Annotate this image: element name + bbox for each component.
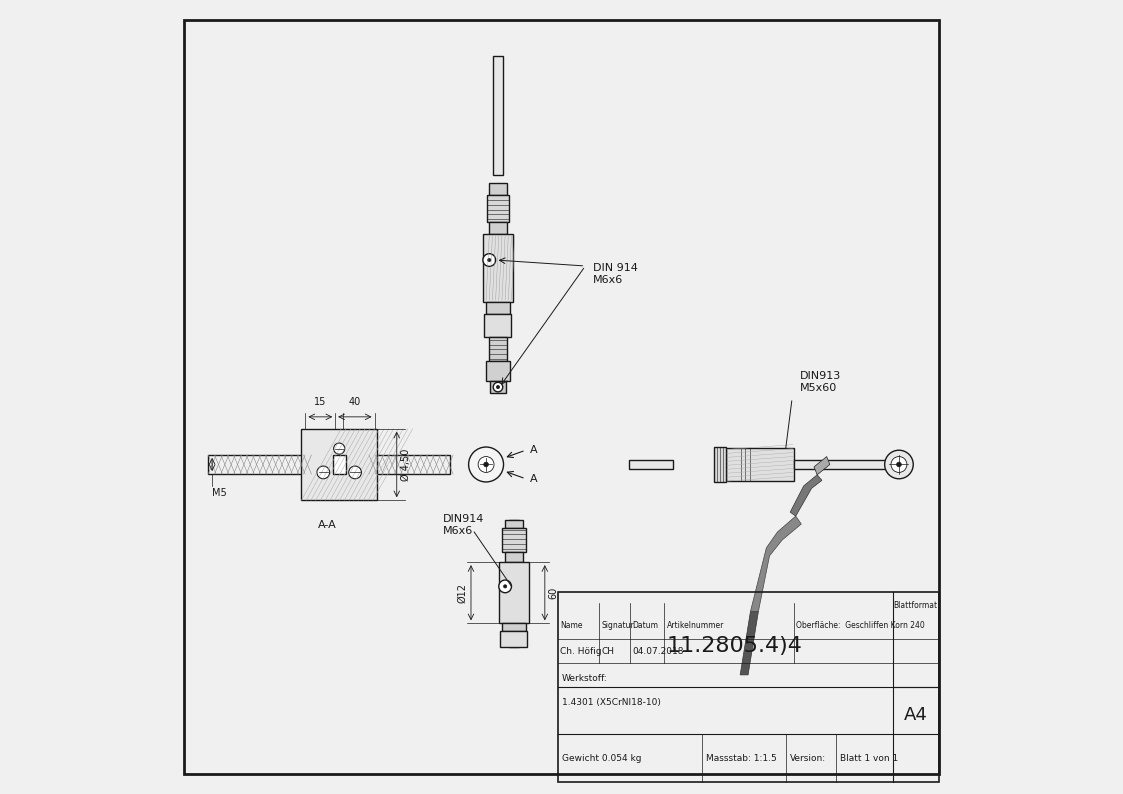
Bar: [557, 592, 939, 782]
Text: Blatt 1 von 1: Blatt 1 von 1: [840, 754, 897, 763]
Text: A-A: A-A: [318, 520, 337, 530]
Text: Signatur: Signatur: [602, 621, 634, 630]
Circle shape: [499, 580, 511, 592]
Bar: [486, 302, 510, 314]
Bar: [505, 520, 522, 528]
Text: M5: M5: [212, 488, 227, 499]
Bar: [502, 623, 526, 631]
Text: DIN 914
M6x6: DIN 914 M6x6: [593, 263, 638, 285]
Bar: [490, 337, 506, 361]
Circle shape: [317, 466, 330, 479]
Text: Datum: Datum: [632, 621, 658, 630]
Polygon shape: [814, 457, 830, 475]
Bar: [794, 460, 897, 469]
Polygon shape: [740, 611, 758, 675]
Bar: [490, 183, 506, 195]
Text: A4: A4: [904, 707, 928, 724]
Bar: [486, 361, 510, 381]
Circle shape: [483, 254, 495, 266]
Bar: [493, 56, 503, 175]
Text: Version:: Version:: [789, 754, 827, 763]
Bar: [208, 455, 310, 474]
Text: CH: CH: [602, 646, 614, 656]
Bar: [499, 562, 529, 623]
Text: Ch. Höfig: Ch. Höfig: [560, 646, 602, 656]
Bar: [490, 381, 506, 393]
Circle shape: [484, 462, 489, 467]
Text: Massstab: 1:1.5: Massstab: 1:1.5: [706, 754, 777, 763]
Circle shape: [503, 584, 506, 588]
Text: Gewicht 0.054 kg: Gewicht 0.054 kg: [562, 754, 641, 763]
Text: Ø 4,50: Ø 4,50: [401, 449, 411, 480]
Circle shape: [334, 443, 345, 454]
Circle shape: [478, 457, 494, 472]
Bar: [727, 448, 794, 481]
Circle shape: [468, 447, 503, 482]
Text: 11.2805.4)4: 11.2805.4)4: [667, 636, 803, 656]
Bar: [509, 520, 519, 647]
Bar: [332, 454, 346, 475]
Bar: [502, 528, 526, 552]
Text: DIN913
M5x60: DIN913 M5x60: [800, 372, 841, 393]
Text: 15: 15: [314, 397, 327, 407]
Text: 40: 40: [349, 397, 360, 407]
Text: Oberfläche:  Geschliffen Korn 240: Oberfläche: Geschliffen Korn 240: [796, 621, 925, 630]
Text: 1.4301 (X5CrNI18-10): 1.4301 (X5CrNI18-10): [562, 698, 660, 707]
Circle shape: [493, 383, 503, 392]
Circle shape: [885, 450, 913, 479]
Circle shape: [487, 259, 491, 261]
Text: Artikelnummer: Artikelnummer: [667, 621, 724, 630]
Text: DIN914
M6x6: DIN914 M6x6: [442, 515, 484, 536]
Polygon shape: [791, 475, 822, 516]
Text: A: A: [530, 445, 538, 455]
Text: Blattformat: Blattformat: [894, 601, 938, 610]
Bar: [369, 455, 450, 474]
Polygon shape: [750, 516, 802, 611]
Circle shape: [496, 386, 500, 389]
Circle shape: [349, 466, 362, 479]
Bar: [487, 195, 509, 222]
Bar: [629, 460, 673, 469]
Text: 60: 60: [549, 587, 559, 599]
Text: Ø12: Ø12: [457, 583, 467, 603]
Text: Werkstoff:: Werkstoff:: [562, 674, 608, 683]
Text: Name: Name: [560, 621, 583, 630]
Text: A: A: [530, 474, 538, 484]
Bar: [483, 234, 513, 302]
Text: 04.07.2018: 04.07.2018: [632, 646, 684, 656]
Circle shape: [896, 462, 902, 467]
Bar: [484, 314, 511, 337]
Bar: [714, 447, 727, 482]
Bar: [490, 222, 506, 234]
Circle shape: [891, 457, 907, 472]
Bar: [505, 552, 522, 562]
Bar: [301, 429, 377, 500]
Bar: [501, 631, 528, 647]
